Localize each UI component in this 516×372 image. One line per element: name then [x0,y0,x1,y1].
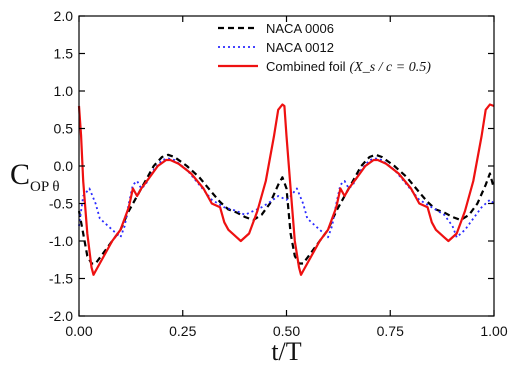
y-tick-label: -1.0 [49,233,73,249]
y-axis-title-main: C [10,158,30,191]
x-tick-label: 1.00 [480,323,507,339]
legend-label-2: Combined foil (X_s / c = 0.5) [266,59,431,75]
x-axis-title: t/T [271,337,301,366]
x-tick-label: 0.50 [273,323,300,339]
series-line-0 [77,153,496,265]
x-tick-label: 0.00 [65,323,92,339]
x-tick-label: 0.25 [169,323,196,339]
legend-label-0: NACA 0006 [266,21,334,36]
y-tick-label: 1.0 [54,83,74,99]
axis-ticks: 0.00 0.25 0.50 0.75 1.00 -2.0 -1.5 -1.0 -0.5 0.0 0… [49,8,508,339]
plot-lines [77,103,496,276]
y-tick-label: 0.5 [54,121,74,137]
x-tick-label: 0.75 [377,323,404,339]
legend-label-1: NACA 0012 [266,40,334,55]
y-axis-title: COP θ [10,158,60,195]
y-tick-label: -1.5 [49,271,73,287]
y-tick-label: 1.5 [54,46,74,62]
legend: NACA 0006 NACA 0012 Combined foil (X_s / c … [218,21,431,75]
y-tick-label: -0.5 [49,196,73,212]
y-tick-label: 2.0 [54,8,74,24]
legend-math-2: (X_s / c = 0.5) [350,60,432,75]
y-tick-label: 0.0 [54,158,74,174]
y-tick-label: -2.0 [49,308,73,324]
y-axis-title-subscript: OP θ [30,179,60,195]
series-line-2 [77,103,495,276]
